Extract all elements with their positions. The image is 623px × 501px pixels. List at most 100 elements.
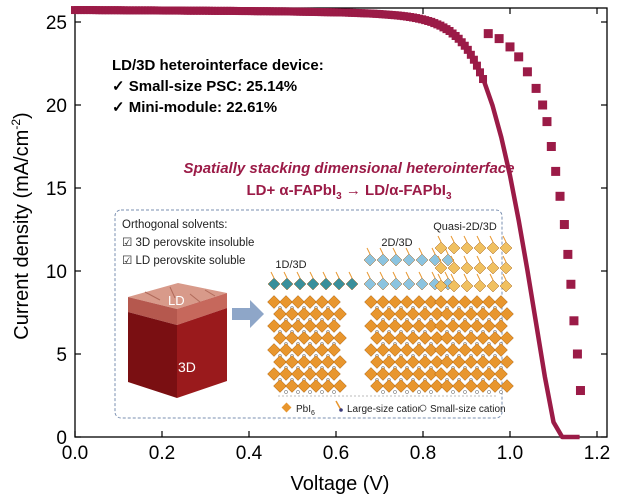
large-cation [431,271,436,279]
lattice-2d3d-octahedron [388,295,402,309]
layer-2d-octahedron [389,277,403,291]
lattice-1d3d-octahedron [321,307,335,321]
lattice-1d3d-octahedron [327,343,341,357]
jv-marker [572,349,582,359]
jv-marker [505,42,515,52]
arrow-icon [232,300,264,328]
large-cation [431,247,436,255]
pbi6-legend-label: PbI6 [296,404,315,417]
large-cation [444,271,449,279]
lattice-1d3d-octahedron [333,379,347,393]
large-cation [418,247,423,255]
lattice-2d3d-octahedron [424,295,438,309]
large-cation [489,235,494,243]
jv-marker [494,34,504,44]
layer-1d-octahedron [293,277,307,291]
lattice-1d3d-octahedron [297,307,311,321]
layer-1d-octahedron [332,277,346,291]
lattice-quasi-octahedron [488,379,502,393]
lattice-2d3d-octahedron [370,355,384,369]
subtitle-italic: Spatially stacking dimensional heteroint… [184,160,515,177]
large-cation [366,271,371,279]
lattice-1d3d-octahedron [327,319,341,333]
lattice-2d3d-octahedron [406,355,420,369]
layer-quasi-octahedron-2 [486,261,500,275]
lattice-1d3d-octahedron [297,331,311,345]
y-tick-label: 25 [46,13,67,34]
y-axis-label-end: ) [11,112,33,119]
lattice-2d3d-octahedron [412,319,426,333]
module-efficiency: ✓ Mini-module: 22.61% [112,99,277,116]
small-cation [405,390,409,394]
lattice-1d3d-octahedron [327,367,341,381]
large-cation [335,271,340,279]
lattice-2d3d-octahedron [400,295,414,309]
large-cation [489,255,494,263]
lattice-2d3d-octahedron [364,319,378,333]
lattice-quasi-octahedron [500,379,514,393]
large-cation [463,235,468,243]
lattice-quasi-octahedron [464,331,478,345]
lattice-1d3d-octahedron [315,343,329,357]
lattice-1d3d-octahedron [303,295,317,309]
layer-quasi-octahedron-3 [473,241,487,255]
lattice-2d3d-octahedron [406,307,420,321]
axes: 0.0 0.2 0.4 0.6 0.8 1.0 1.2 0 5 10 15 20 25 [46,7,610,464]
lattice-quasi-octahedron [452,355,466,369]
cube-ld-layer-left [128,297,177,325]
lattice-quasi-octahedron [434,367,448,381]
lattice-quasi-octahedron [458,367,472,381]
jv-marker-dense [472,61,481,70]
lattice-1d3d-octahedron [333,331,347,345]
y-axis-label-sup: -2 [9,119,23,130]
solvent-1: ☑ 3D perovskite insoluble [122,237,254,249]
y-tick-label: 5 [56,345,67,366]
lattice-2d3d-octahedron [394,355,408,369]
lattice-1d3d-octahedron [285,379,299,393]
lattice-2d3d-octahedron [430,307,444,321]
x-tick-label: 0.0 [62,443,88,464]
lattice-quasi-octahedron [482,367,496,381]
lattice-quasi-octahedron [452,331,466,345]
lattice-1d3d-octahedron [333,307,347,321]
lattice-quasi-octahedron [500,307,514,321]
large-cation [476,255,481,263]
lattice-quasi-octahedron [458,319,472,333]
lattice-quasi-octahedron [470,295,484,309]
layer-2d-octahedron [415,277,429,291]
reaction-equation: LD+ α-FAPbI3 → LD/α-FAPbI3 [247,182,452,202]
lattice-2d3d-octahedron [382,355,396,369]
lattice-quasi-octahedron [494,295,508,309]
layer-quasi-octahedron [447,279,461,293]
lattice-quasi-octahedron [440,355,454,369]
lattice-2d3d-octahedron [430,331,444,345]
lattice-2d3d-octahedron [400,343,414,357]
lattice-1d3d-octahedron [327,295,341,309]
structure-label-2d: 2D/3D [381,237,412,249]
small-cation [381,390,385,394]
lattice-2d3d-octahedron [424,319,438,333]
large-cation [392,271,397,279]
jv-marker [563,249,573,259]
large-cation [283,271,288,279]
structure-label-1d: 1D/3D [275,259,306,271]
small-cation [332,390,336,394]
layer-quasi-octahedron [434,279,448,293]
lattice-2d3d-octahedron [376,319,390,333]
lattice-quasi-octahedron [488,307,502,321]
large-cation [348,271,353,279]
large-cation [450,235,455,243]
small-cation [284,390,288,394]
lattice-quasi-octahedron [482,295,496,309]
x-tick-label: 0.4 [236,443,263,464]
lattice-1d3d-octahedron [303,367,317,381]
jv-marker-dense [466,50,475,59]
x-axis-label: Voltage (V) [291,473,390,495]
jv-marker-dense [479,75,488,84]
cube-left-face [128,312,177,398]
layer-quasi-octahedron-2 [447,261,461,275]
jv-curve-group [71,6,580,440]
lattice-quasi-octahedron [464,355,478,369]
pbi6-legend-icon [281,402,292,413]
lattice-1d3d-octahedron [291,343,305,357]
